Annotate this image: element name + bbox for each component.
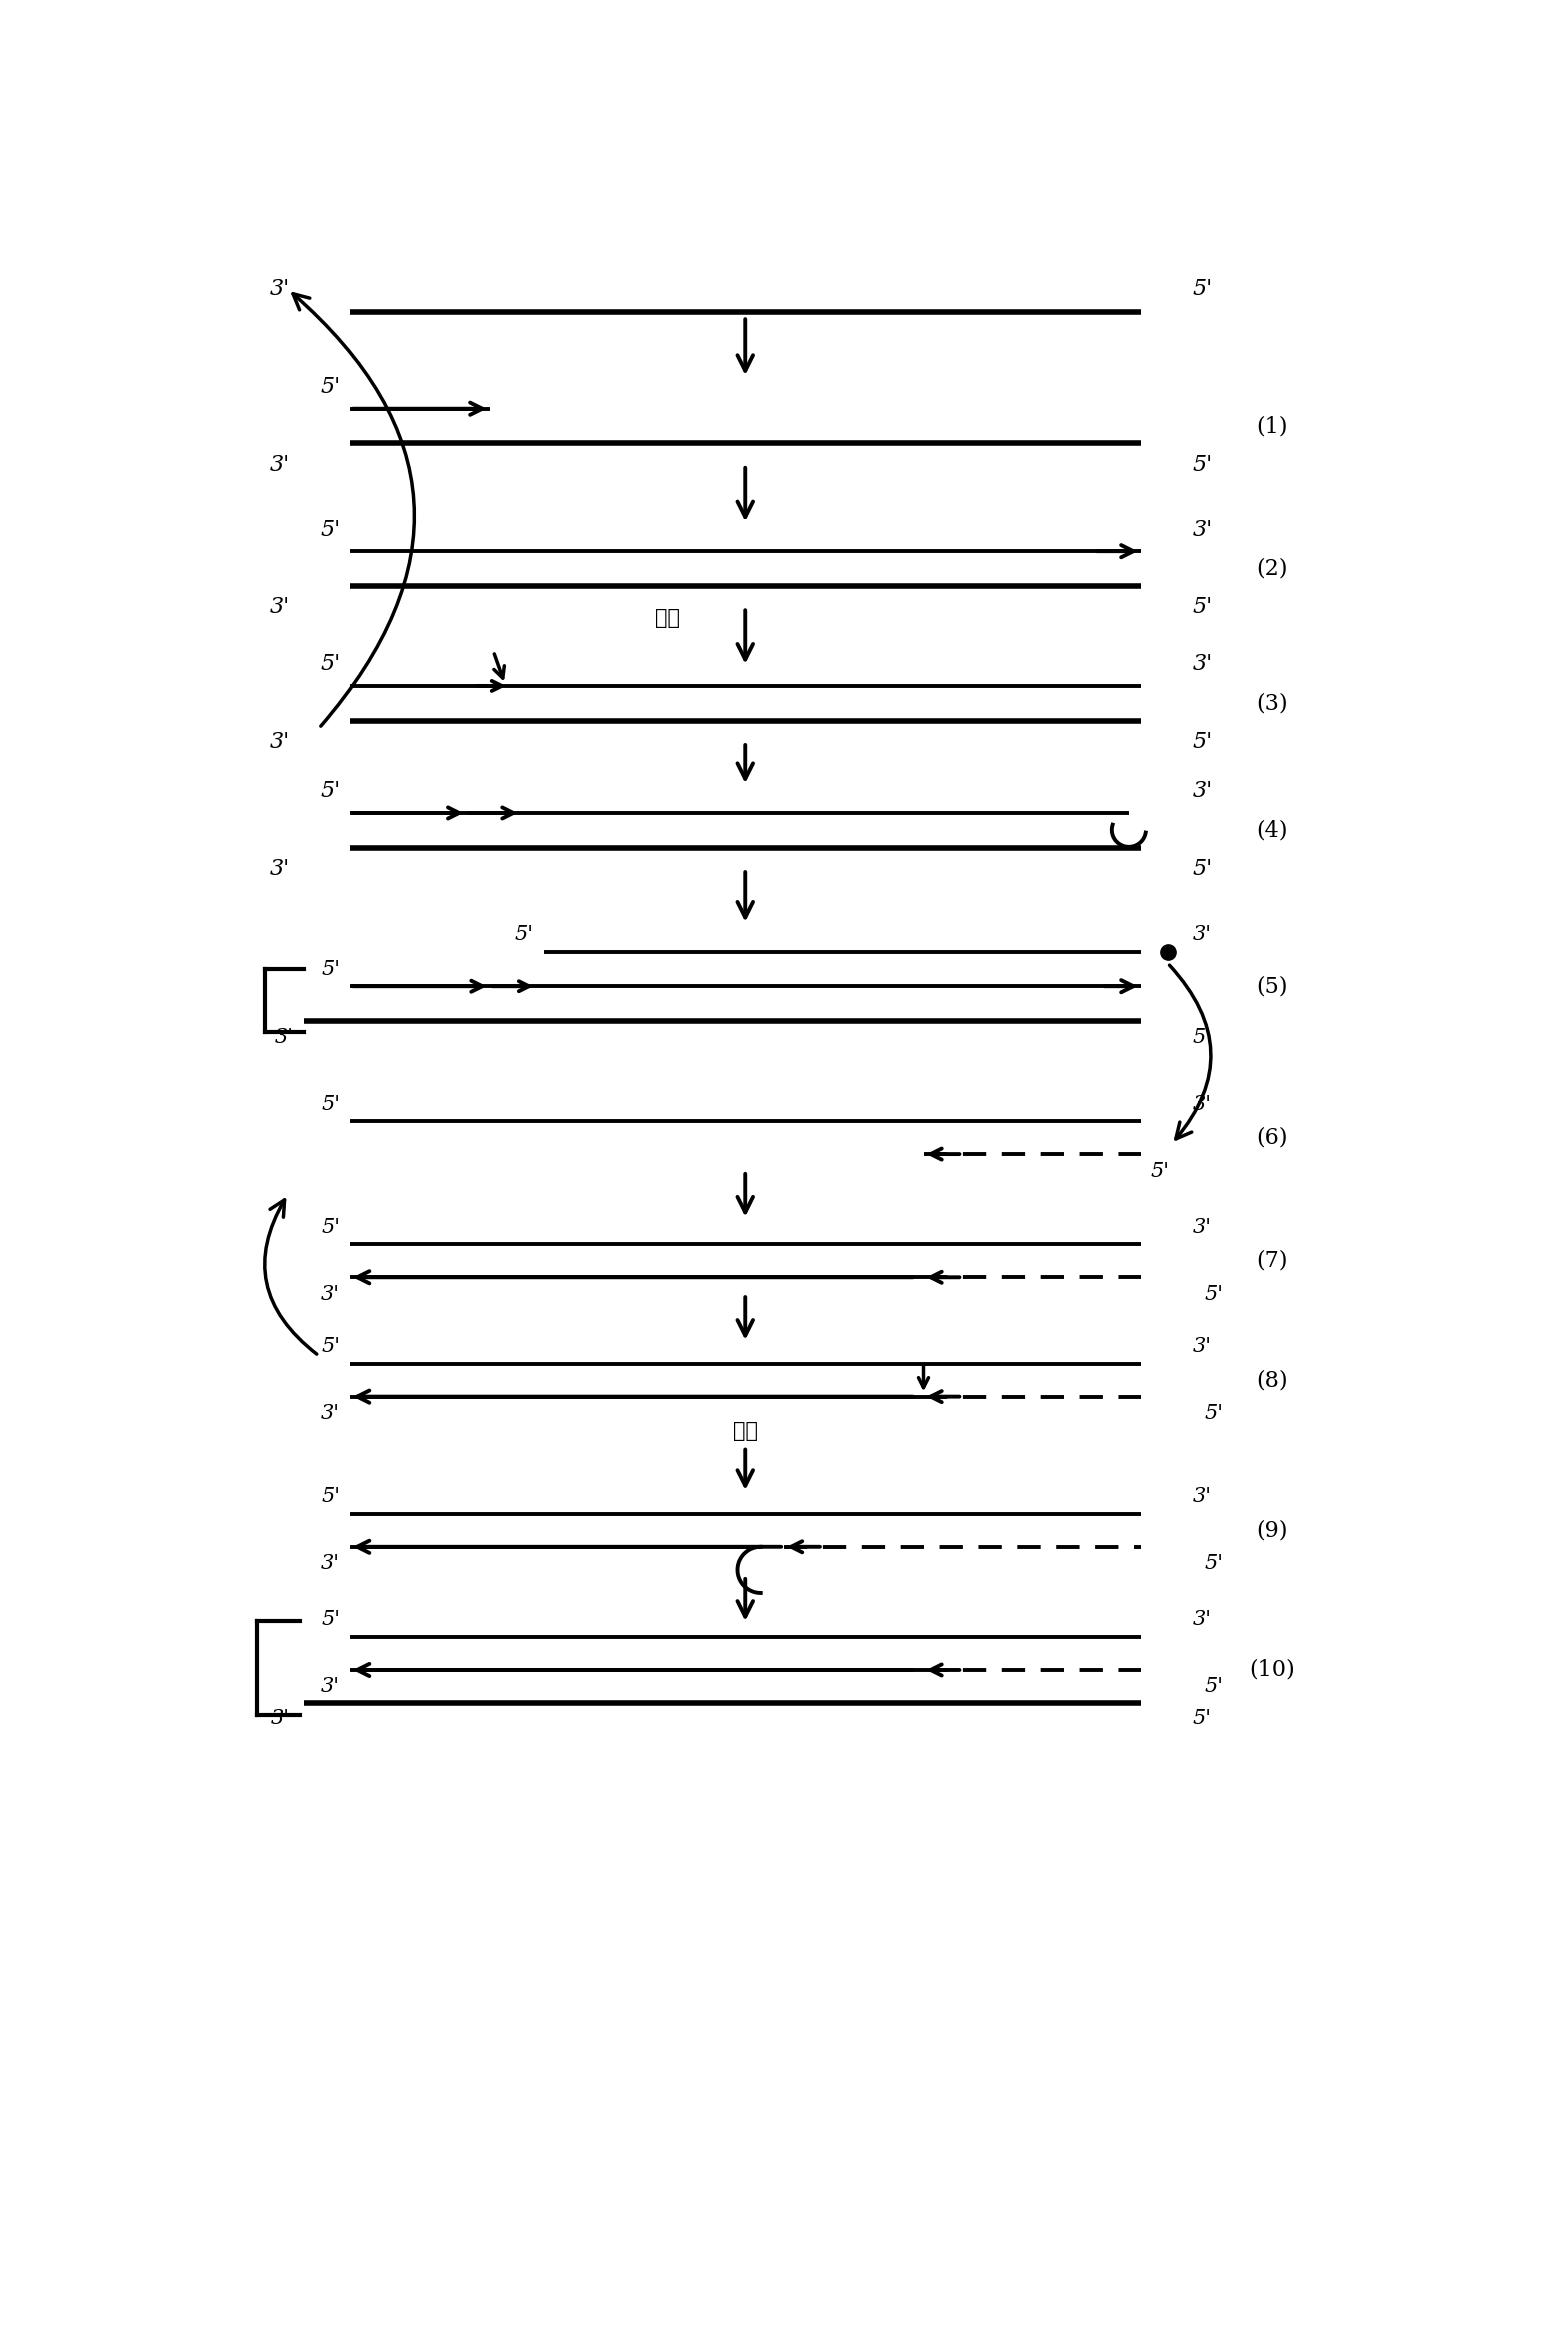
- Text: 缺口: 缺口: [733, 1422, 758, 1441]
- Text: 5': 5': [1192, 279, 1212, 300]
- Text: 3': 3': [270, 859, 290, 880]
- Text: 3': 3': [1193, 1094, 1212, 1113]
- Text: 5': 5': [320, 780, 340, 803]
- Text: 5': 5': [1150, 1162, 1170, 1180]
- Text: (9): (9): [1256, 1520, 1289, 1541]
- Text: 5': 5': [515, 924, 534, 945]
- Text: 3': 3': [1193, 1611, 1212, 1630]
- Text: (4): (4): [1256, 819, 1289, 840]
- Text: 3': 3': [321, 1678, 340, 1697]
- Text: (7): (7): [1256, 1250, 1289, 1271]
- FancyArrowPatch shape: [293, 293, 415, 726]
- Text: 5': 5': [320, 377, 340, 398]
- Text: (2): (2): [1256, 556, 1289, 580]
- Text: (6): (6): [1256, 1127, 1289, 1148]
- Text: 3': 3': [321, 1285, 340, 1304]
- Text: 5': 5': [1192, 454, 1212, 475]
- Text: 3': 3': [270, 596, 290, 619]
- Text: 3': 3': [270, 279, 290, 300]
- Text: 3': 3': [1193, 1488, 1212, 1506]
- Text: (8): (8): [1256, 1369, 1289, 1392]
- Text: 5': 5': [320, 654, 340, 675]
- Text: 5': 5': [1192, 859, 1212, 880]
- Text: 5': 5': [1204, 1285, 1223, 1304]
- Text: 3': 3': [1193, 1218, 1212, 1236]
- Text: 5': 5': [1192, 731, 1212, 754]
- Text: (1): (1): [1256, 414, 1289, 438]
- Text: (10): (10): [1250, 1660, 1295, 1681]
- Text: 5': 5': [321, 1611, 340, 1630]
- Text: 5': 5': [1192, 596, 1212, 619]
- Text: 5': 5': [1204, 1404, 1223, 1422]
- Text: 3': 3': [1192, 780, 1212, 803]
- Text: 3': 3': [1192, 654, 1212, 675]
- Text: (3): (3): [1256, 691, 1289, 715]
- Text: 5': 5': [321, 1488, 340, 1506]
- Text: 5': 5': [1204, 1555, 1223, 1574]
- Text: 3': 3': [270, 454, 290, 475]
- Text: 5': 5': [321, 1094, 340, 1113]
- FancyArrowPatch shape: [265, 1199, 317, 1355]
- Text: (5): (5): [1256, 975, 1289, 996]
- Text: 5': 5': [1193, 1029, 1212, 1048]
- Text: 3': 3': [1192, 519, 1212, 540]
- Text: 3': 3': [271, 1709, 290, 1727]
- Text: 5': 5': [321, 1218, 340, 1236]
- Text: 3': 3': [321, 1555, 340, 1574]
- Text: 3': 3': [321, 1404, 340, 1422]
- FancyArrowPatch shape: [1170, 966, 1211, 1138]
- Text: 3': 3': [1193, 1336, 1212, 1357]
- Text: 3': 3': [1193, 924, 1212, 945]
- Text: 5': 5': [1204, 1678, 1223, 1697]
- Text: 5': 5': [1193, 1709, 1212, 1727]
- Text: 5': 5': [320, 519, 340, 540]
- Text: 3': 3': [275, 1029, 293, 1048]
- Text: 5': 5': [321, 1336, 340, 1357]
- Text: 5': 5': [321, 959, 340, 978]
- Text: 缺口: 缺口: [655, 608, 680, 629]
- Text: 3': 3': [270, 731, 290, 754]
